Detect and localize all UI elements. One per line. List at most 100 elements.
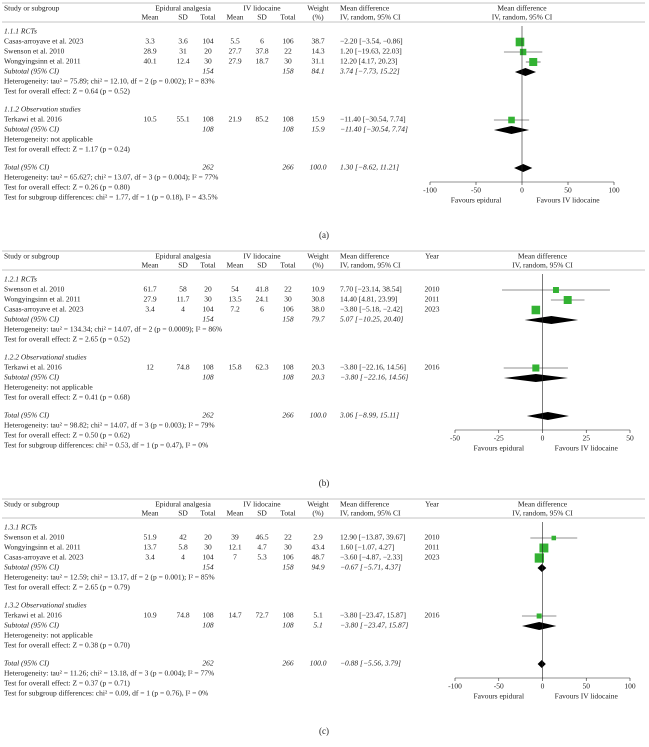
cell: 4	[181, 305, 185, 314]
total-n2: 266	[282, 163, 294, 172]
md-label: 12.90 [−13.87, 39.67]	[340, 533, 405, 542]
overall-effect: Test for overall effect: Z = 0.38 (p = 0…	[4, 641, 130, 650]
header-col: SD	[178, 13, 188, 22]
cell: 20	[204, 533, 212, 542]
cell: 108	[282, 611, 294, 620]
diamond	[537, 660, 546, 668]
cell: 7.2	[230, 305, 240, 314]
md-label: −2.20 [−3.54, −0.86]	[340, 37, 403, 46]
header-col: SD	[257, 509, 267, 518]
header-col: Total	[200, 261, 215, 270]
weight: 30.8	[311, 295, 324, 304]
weight: 100.0	[310, 659, 327, 668]
total-overall-effect: Test for overall effect: Z = 0.50 (p = 0…	[4, 431, 130, 440]
weight-square	[532, 364, 540, 372]
header-group2: IV lidocaine	[243, 500, 281, 509]
weight: 100.0	[310, 163, 327, 172]
year: 2016	[425, 611, 440, 620]
cell: 30	[204, 57, 212, 66]
header-group2: IV lidocaine	[243, 252, 281, 261]
cell: 11.7	[177, 295, 190, 304]
weight-square	[563, 296, 572, 304]
cell: 30	[204, 295, 212, 304]
md-label: −11.40 [−30.54, 7.74]	[340, 115, 406, 124]
panel-label: (a)	[319, 230, 329, 240]
weight: 20.3	[311, 363, 324, 372]
header-group1: Epidural analgesia	[155, 500, 211, 509]
total-n1: 262	[202, 163, 214, 172]
header-group1: Epidural analgesia	[155, 4, 211, 13]
study-name: Terkawi et al. 2016	[4, 363, 62, 372]
group-title: 1.1.1 RCTs	[4, 27, 37, 36]
study-name: Wongyingsinn et al. 2011	[4, 57, 81, 66]
subtotal-name: Subtotal (95% CI)	[4, 67, 59, 76]
header-col: Mean	[226, 509, 243, 518]
weight: 15.9	[311, 115, 324, 124]
cell: 108	[202, 363, 214, 372]
cell: 22	[284, 533, 292, 542]
cell: 27.9	[228, 57, 241, 66]
subtotal-n2: 108	[282, 621, 294, 630]
weight: 38.0	[311, 305, 324, 314]
cell: 5.8	[178, 543, 188, 552]
favours-left: Favours epidural	[473, 692, 524, 701]
total-md-label: 1.30 [−8.62, 11.21]	[340, 163, 399, 172]
total-md-label: −0.88 [−5.56, 3.79]	[340, 659, 401, 668]
cell: 3.3	[145, 37, 155, 46]
weight: 48.7	[311, 553, 324, 562]
weight: 20.3	[311, 373, 324, 382]
md-label: 14.40 [4.81, 23.99]	[340, 295, 398, 304]
total-n2: 266	[282, 659, 294, 668]
total-md-label: 3.06 [−8.99, 15.11]	[339, 411, 399, 420]
study-name: Swenson et al. 2010	[4, 47, 65, 56]
cell: 20	[204, 47, 212, 56]
subtotal-name: Subtotal (95% CI)	[4, 373, 59, 382]
header-md-method: IV, random, 95% CI	[340, 13, 401, 22]
cell: 6	[260, 37, 264, 46]
total-overall-effect: Test for overall effect: Z = 0.37 (p = 0…	[4, 679, 130, 688]
study-name: Casas-arroyave et al. 2023	[4, 305, 84, 314]
cell: 31	[179, 47, 187, 56]
header-weight: Weight	[307, 252, 329, 261]
cell: 106	[282, 37, 294, 46]
year: 2010	[425, 533, 440, 542]
year: 2023	[425, 553, 440, 562]
heterogeneity: Heterogeneity: not applicable	[4, 383, 93, 392]
cell: 108	[202, 611, 214, 620]
group-title: 1.2.2 Observational studies	[4, 353, 87, 362]
cell: 10.9	[143, 611, 156, 620]
x-tick-label: 100	[624, 682, 636, 691]
x-tick-label: 50	[626, 434, 634, 443]
header-year: Year	[425, 252, 439, 261]
diamond	[514, 68, 537, 76]
cell: 85.2	[255, 115, 268, 124]
x-tick-label: -50	[471, 186, 481, 195]
year: 2023	[425, 305, 440, 314]
diamond	[514, 164, 533, 172]
total-n2: 266	[282, 411, 294, 420]
subgroup-differences: Test for subgroup differences: chi² = 0.…	[4, 441, 208, 450]
subtotal-n2: 108	[282, 125, 294, 134]
cell: 106	[282, 553, 294, 562]
diamond	[524, 316, 579, 324]
subtotal-md-label: −11.40 [−30.54, 7.74]	[340, 125, 408, 134]
cell: 106	[282, 305, 294, 314]
heterogeneity: Heterogeneity: tau² = 75.89; chi² = 12.1…	[4, 77, 215, 86]
cell: 72.7	[255, 611, 268, 620]
subtotal-n2: 108	[282, 373, 294, 382]
diamond	[526, 412, 569, 420]
subtotal-n1: 154	[202, 67, 214, 76]
weight: 84.1	[311, 67, 324, 76]
total-n1: 262	[202, 659, 214, 668]
weight-square	[534, 553, 544, 563]
subtotal-md-label: −0.67 [−5.71, 4.37]	[340, 563, 401, 572]
total-heterogeneity: Heterogeneity: tau² = 98.82; chi² = 14.0…	[4, 421, 215, 430]
total-name: Total (95% CI)	[4, 163, 50, 172]
heterogeneity: Heterogeneity: tau² = 12.59; chi² = 13.1…	[4, 573, 215, 582]
cell: 104	[202, 553, 214, 562]
weight: 5.1	[313, 611, 323, 620]
overall-effect: Test for overall effect: Z = 2.65 (p = 0…	[4, 583, 130, 592]
header-col: SD	[257, 261, 267, 270]
subtotal-md-label: −3.80 [−22.16, 14.56]	[340, 373, 409, 382]
subgroup-differences: Test for subgroup differences: chi² = 0.…	[4, 689, 208, 698]
